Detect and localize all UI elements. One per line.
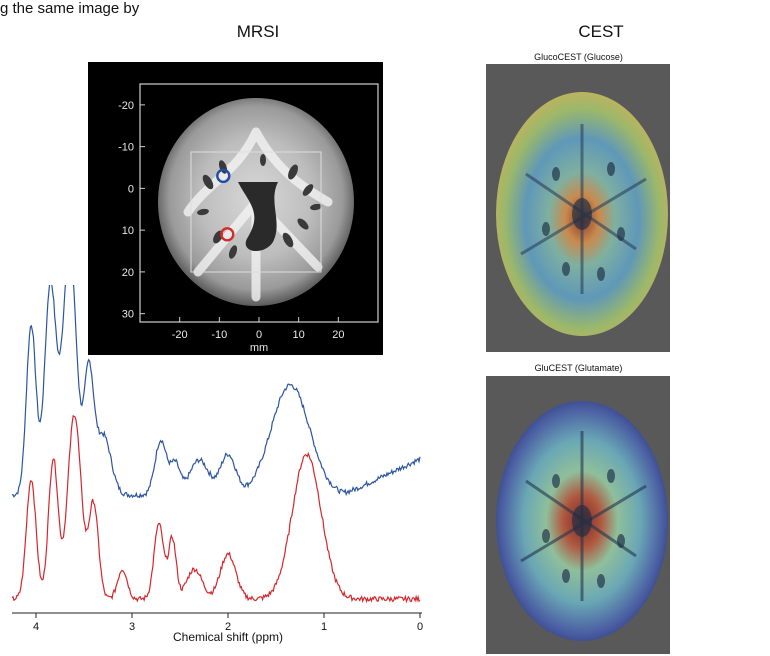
y-tick-label: -20 bbox=[118, 100, 134, 112]
spectrum-x-tick-label: 3 bbox=[129, 621, 135, 633]
y-tick-label: 30 bbox=[122, 309, 134, 321]
spectrum-x-tick-label: 1 bbox=[321, 621, 327, 633]
x-tick-label: -20 bbox=[172, 329, 188, 341]
voxel-marker-blue bbox=[216, 168, 231, 184]
fruit-cross-section bbox=[158, 98, 354, 306]
caption-fragment: g the same image by bbox=[0, 0, 140, 17]
voxel-markers bbox=[216, 168, 235, 242]
y-tick-label: 20 bbox=[122, 267, 134, 279]
x-tick-label: -10 bbox=[211, 329, 227, 341]
x-tick-label: 20 bbox=[332, 329, 344, 341]
roi-box bbox=[190, 151, 322, 273]
x-unit-label: mm bbox=[250, 342, 268, 354]
spectrum-x-tick-label: 2 bbox=[225, 621, 231, 633]
mrsi-image: -20 -10 0 10 20 30 -20 -10 0 10 20 mm bbox=[88, 62, 383, 355]
spectrum-x-tick-label: 4 bbox=[33, 621, 39, 633]
spectrum-x-axis-label: Chemical shift (ppm) bbox=[173, 630, 283, 644]
x-tick-label: 0 bbox=[256, 329, 262, 341]
cest-map-label-glucose: GlucoCEST (Glucose) bbox=[534, 52, 623, 62]
spectrum-x-tick-label: 0 bbox=[417, 621, 423, 633]
y-tick-label: 10 bbox=[122, 225, 134, 237]
cest-title: CEST bbox=[578, 22, 624, 41]
spectrum-series-blue bbox=[11, 285, 421, 499]
cest-map-label-glutamate: GluCEST (Glutamate) bbox=[534, 363, 623, 373]
mrsi-title: MRSI bbox=[236, 22, 280, 41]
y-tick-label: 0 bbox=[128, 183, 134, 195]
y-tick-label: -10 bbox=[118, 142, 134, 154]
spectrum-series-red bbox=[11, 414, 421, 604]
cest-map-glucose bbox=[486, 64, 670, 352]
voxel-marker-red bbox=[220, 227, 235, 242]
x-tick-label: 10 bbox=[293, 329, 305, 341]
cest-map-glutamate bbox=[486, 376, 670, 654]
